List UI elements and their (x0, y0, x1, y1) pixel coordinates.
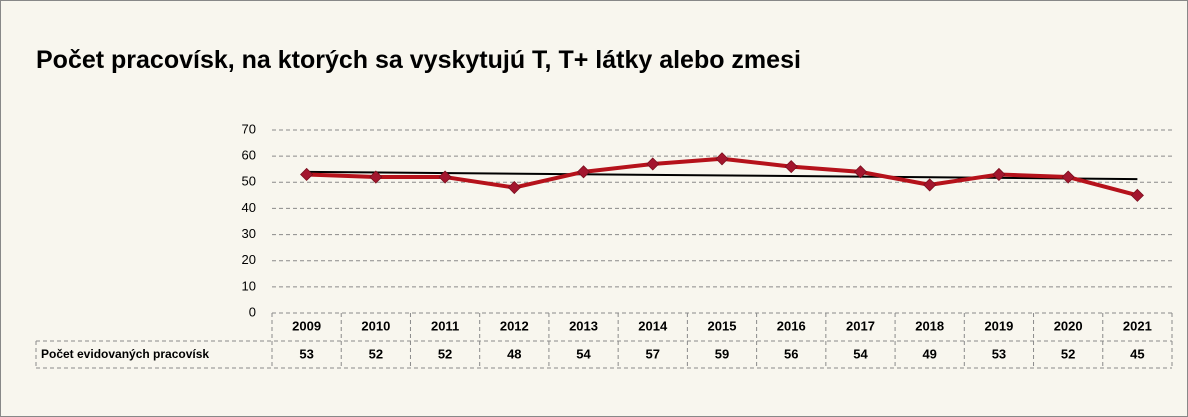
data-point (1061, 170, 1075, 184)
data-point (715, 152, 729, 166)
x-tick-label: 2018 (915, 318, 944, 333)
y-tick-label: 10 (242, 278, 256, 293)
data-point (992, 167, 1006, 182)
x-tick-label: 2019 (984, 318, 1013, 333)
data-point (1130, 188, 1144, 202)
y-tick-label: 0 (249, 304, 256, 319)
data-label: 57 (646, 346, 660, 361)
data-label: 54 (853, 346, 868, 361)
data-label: 53 (299, 346, 313, 361)
data-point (438, 170, 452, 184)
data-point (369, 170, 383, 184)
data-point (507, 180, 521, 195)
y-tick-label: 30 (242, 226, 256, 241)
data-point (784, 160, 798, 174)
y-tick-label: 40 (242, 200, 256, 215)
x-tick-label: 2012 (500, 318, 529, 333)
x-tick-label: 2009 (292, 318, 321, 333)
y-tick-label: 50 (242, 174, 256, 189)
data-label: 53 (992, 346, 1006, 361)
data-point (646, 157, 660, 171)
x-tick-label: 2013 (569, 318, 598, 333)
x-tick-label: 2015 (708, 318, 737, 333)
data-label: 52 (1061, 346, 1075, 361)
legend-label: Počet evidovaných pracovísk (41, 347, 209, 361)
x-tick-label: 2021 (1123, 318, 1152, 333)
data-point (853, 165, 868, 179)
data-label: 45 (1130, 346, 1144, 361)
y-tick-label: 60 (242, 148, 256, 163)
data-label: 52 (438, 346, 452, 361)
data-point (576, 165, 591, 179)
x-tick-label: 2011 (431, 318, 459, 333)
data-label: 54 (576, 346, 591, 361)
data-point (923, 178, 937, 192)
x-tick-label: 2017 (846, 318, 875, 333)
data-label: 52 (369, 346, 383, 361)
x-tick-label: 2014 (638, 318, 668, 333)
data-label: 48 (507, 346, 521, 361)
y-tick-label: 20 (242, 252, 256, 267)
data-label: 59 (715, 346, 729, 361)
data-point (300, 167, 314, 182)
x-tick-label: 2020 (1054, 318, 1083, 333)
x-tick-label: 2010 (361, 318, 390, 333)
x-tick-label: 2016 (777, 318, 806, 333)
data-label: 49 (922, 346, 936, 361)
y-tick-label: 70 (242, 121, 256, 136)
data-label: 56 (784, 346, 798, 361)
chart-title: Počet pracovísk, na ktorých sa vyskytujú… (36, 46, 801, 74)
